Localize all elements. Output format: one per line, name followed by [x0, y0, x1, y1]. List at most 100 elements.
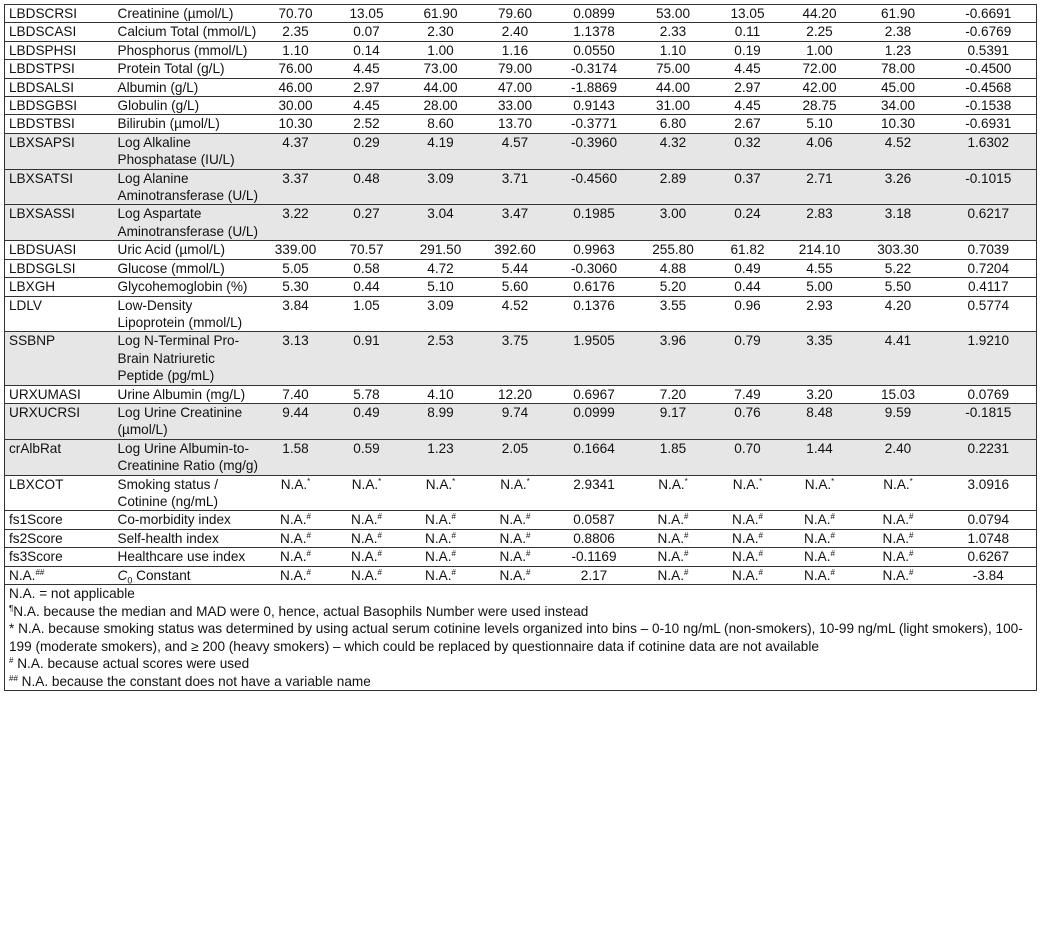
value-cell: 76.00 — [262, 59, 329, 79]
footnotes-row: N.A. = not applicable ¶N.A. because the m… — [4, 584, 1037, 691]
value-cell: 0.1985 — [553, 204, 635, 241]
value-cell: 4.72 — [404, 258, 477, 278]
variable-id: fs3Score — [4, 547, 118, 567]
value-cell: 12.20 — [476, 384, 554, 404]
value-cell: 13.70 — [476, 114, 554, 134]
value-cell: 4.20 — [855, 295, 941, 332]
value-cell: 4.45 — [328, 59, 405, 79]
variable-id: LDLV — [4, 295, 118, 332]
value-cell: 1.0748 — [940, 528, 1037, 548]
variable-id: LBDSUASI — [4, 240, 118, 260]
value-cell: 5.44 — [476, 258, 554, 278]
value-cell: 2.67 — [711, 114, 784, 134]
value-cell: 2.97 — [711, 77, 784, 97]
variable-id: LBDSGLSI — [4, 258, 118, 278]
value-cell: -0.3174 — [553, 59, 635, 79]
value-cell: 13.05 — [711, 3, 784, 23]
value-cell: 0.7204 — [940, 258, 1037, 278]
footnotes: N.A. = not applicable ¶N.A. because the m… — [4, 584, 1037, 691]
value-cell: 44.00 — [404, 77, 477, 97]
footnote: ## N.A. because the constant does not ha… — [9, 673, 371, 689]
variable-id: fs2Score — [4, 528, 118, 548]
table-row: LBDSGBSI Globulin (g/L) 30.00 4.45 28.00 33.0… — [4, 96, 1037, 115]
value-cell: 3.20 — [783, 384, 856, 404]
footnote: ¶N.A. because the median and MAD were 0,… — [9, 603, 589, 619]
value-cell: 1.16 — [476, 40, 554, 60]
value-cell: 5.30 — [262, 277, 329, 296]
value-cell: 0.37 — [711, 168, 784, 205]
value-cell: 0.1376 — [553, 295, 635, 332]
value-cell: 0.0587 — [553, 510, 635, 530]
value-cell: 34.00 — [855, 96, 941, 115]
value-cell: N.A.# — [476, 547, 554, 567]
value-cell: 61.90 — [855, 3, 941, 23]
value-cell: 5.10 — [783, 114, 856, 134]
value-cell: 78.00 — [855, 59, 941, 79]
value-cell: 7.49 — [711, 384, 784, 404]
value-cell: N.A.* — [855, 474, 941, 511]
value-cell: -0.1815 — [940, 402, 1037, 440]
value-cell: 0.9143 — [553, 96, 635, 115]
value-cell: 9.74 — [476, 402, 554, 440]
variable-name: Albumin (g/L) — [117, 77, 263, 97]
value-cell: 0.44 — [711, 277, 784, 296]
value-cell: -0.3960 — [553, 132, 635, 170]
value-cell: 4.32 — [634, 132, 712, 170]
value-cell: 0.7039 — [940, 240, 1037, 260]
value-cell: N.A.* — [262, 474, 329, 511]
value-cell: N.A.# — [711, 547, 784, 567]
value-cell: 3.0916 — [940, 474, 1037, 511]
value-cell: 61.90 — [404, 3, 477, 23]
value-cell: 0.91 — [328, 331, 405, 386]
value-cell: 4.52 — [855, 132, 941, 170]
value-cell: 1.9210 — [940, 331, 1037, 386]
value-cell: 3.04 — [404, 204, 477, 241]
table-row: SSBNP Log N-Terminal Pro-Brain Natriureti… — [4, 331, 1037, 386]
value-cell: 1.10 — [262, 40, 329, 60]
value-cell: 0.29 — [328, 132, 405, 170]
value-cell: N.A.# — [783, 510, 856, 530]
value-cell: 0.0769 — [940, 384, 1037, 404]
value-cell: 4.57 — [476, 132, 554, 170]
value-cell: 13.05 — [328, 3, 405, 23]
table-row: LBDSCRSI Creatinine (µmol/L) 70.70 13.05 61.… — [4, 3, 1037, 23]
value-cell: 0.0550 — [553, 40, 635, 60]
value-cell: 0.44 — [328, 277, 405, 296]
value-cell: 2.89 — [634, 168, 712, 205]
value-cell: N.A.# — [634, 547, 712, 567]
value-cell: 4.52 — [476, 295, 554, 332]
variable-name: Protein Total (g/L) — [117, 59, 263, 79]
value-cell: 0.58 — [328, 258, 405, 278]
value-cell: 3.13 — [262, 331, 329, 386]
table-row: crAlbRat Log Urine Albumin-to-Creatinine … — [4, 438, 1037, 476]
variable-id: LBDSCRSI — [4, 3, 118, 23]
value-cell: 0.6217 — [940, 204, 1037, 241]
value-cell: N.A.# — [328, 528, 405, 548]
value-cell: 0.19 — [711, 40, 784, 60]
variable-name: Urine Albumin (mg/L) — [117, 384, 263, 404]
value-cell: 46.00 — [262, 77, 329, 97]
value-cell: 0.14 — [328, 40, 405, 60]
value-cell: -0.3771 — [553, 114, 635, 134]
value-cell: 1.58 — [262, 438, 329, 476]
value-cell: 3.26 — [855, 168, 941, 205]
variable-id: LBXSAPSI — [4, 132, 118, 170]
value-cell: N.A.# — [855, 565, 941, 585]
value-cell: 5.22 — [855, 258, 941, 278]
value-cell: 0.5391 — [940, 40, 1037, 60]
value-cell: 28.75 — [783, 96, 856, 115]
value-cell: 291.50 — [404, 240, 477, 260]
value-cell: 70.57 — [328, 240, 405, 260]
value-cell: N.A.# — [476, 510, 554, 530]
table-row: LBXGH Glycohemoglobin (%) 5.30 0.44 5.10 5.60… — [4, 277, 1037, 296]
value-cell: 3.00 — [634, 204, 712, 241]
variable-id: URXUMASI — [4, 384, 118, 404]
table-row: URXUMASI Urine Albumin (mg/L) 7.40 5.78 4.10… — [4, 384, 1037, 404]
value-cell: 7.40 — [262, 384, 329, 404]
value-cell: 8.99 — [404, 402, 477, 440]
value-cell: 61.82 — [711, 240, 784, 260]
value-cell: N.A.# — [262, 510, 329, 530]
value-cell: 0.48 — [328, 168, 405, 205]
value-cell: 0.5774 — [940, 295, 1037, 332]
variable-id: N.A.## — [4, 565, 118, 585]
